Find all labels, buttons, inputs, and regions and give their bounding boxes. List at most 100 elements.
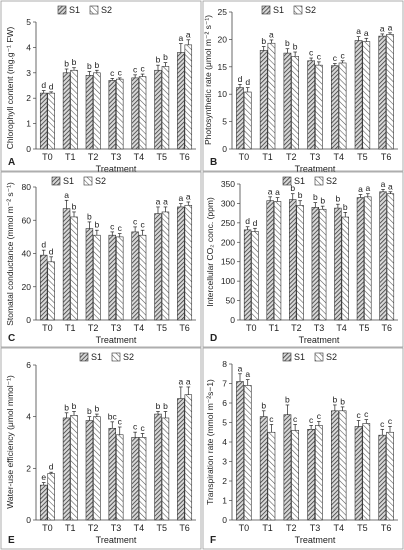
x-tick-label: T0: [42, 152, 53, 162]
legend-label-s2: S2: [326, 176, 337, 186]
bar-s1-t3: [307, 429, 316, 521]
bar-s2-t1: [70, 216, 78, 321]
bar-s1-t4: [330, 65, 339, 150]
bar-s2-t0: [47, 92, 55, 150]
x-tick-label: T6: [381, 152, 392, 162]
bar-s2-t5: [161, 417, 170, 521]
significance-letter: b: [336, 194, 341, 204]
x-tick-label: T6: [179, 323, 190, 333]
y-tick-label: 100: [221, 276, 235, 286]
bar-s2-t0: [243, 91, 252, 150]
bar-s2-t4: [338, 410, 347, 521]
y-tick-label: 1: [26, 119, 31, 129]
x-tick-label: T4: [333, 523, 344, 533]
significance-letter: d: [253, 218, 258, 228]
bar-s1-t4: [131, 77, 139, 150]
x-axis-title: Treatment: [295, 164, 336, 174]
y-axis-title: Intercellular CO₂ conc. (ppm): [205, 197, 215, 307]
bar-s2-t5: [362, 41, 371, 150]
x-axis-title: Treatment: [96, 164, 137, 174]
bar-s1-t0: [39, 92, 48, 150]
x-tick-label: T5: [156, 152, 167, 162]
significance-letter: a: [269, 29, 274, 39]
legend-label-s1: S1: [91, 352, 102, 362]
legend-swatch-s1: [282, 352, 292, 362]
significance-letter: d: [41, 80, 46, 90]
bar-s2-t5: [161, 211, 170, 321]
y-tick-label: 20: [218, 34, 228, 44]
legend-swatch-s2: [111, 352, 121, 362]
x-tick-label: T0: [246, 323, 257, 333]
x-tick-label: T6: [179, 523, 190, 533]
x-tick-label: T2: [286, 523, 297, 533]
y-tick-label: 0: [222, 515, 227, 525]
bar-s2-t3: [318, 208, 327, 321]
significance-letter: c: [140, 64, 145, 74]
panel-border: [202, 171, 404, 348]
significance-letter: a: [388, 181, 393, 191]
significance-letter: a: [268, 186, 273, 196]
significance-letter: b: [332, 394, 337, 404]
significance-letter: b: [163, 401, 168, 411]
legend-label-s2: S2: [123, 352, 134, 362]
x-axis-title: Treatment: [96, 335, 137, 345]
bar-s1-t2: [85, 228, 94, 321]
significance-letter: b: [298, 190, 303, 200]
significance-letter: a: [186, 29, 191, 39]
legend-swatch-s2: [314, 352, 324, 362]
legend-label-s2: S2: [95, 176, 106, 186]
x-tick-label: T3: [111, 523, 122, 533]
bar-s2-t6: [386, 193, 395, 321]
legend-swatch-s1: [51, 176, 61, 186]
x-tick-label: T5: [357, 523, 368, 533]
legend-swatch-s1: [79, 352, 89, 362]
y-tick-label: 80: [22, 182, 32, 192]
bar-s1-t1: [62, 72, 71, 150]
panel-border: [0, 347, 202, 550]
significance-letter: a: [358, 184, 363, 194]
y-tick-label: 150: [221, 257, 235, 267]
x-tick-label: T6: [179, 152, 190, 162]
bar-s1-t0: [39, 254, 48, 321]
legend-swatch-s2: [89, 5, 99, 15]
significance-letter: d: [245, 216, 250, 226]
significance-letter: a: [388, 22, 393, 32]
bar-s1-t3: [307, 60, 316, 150]
bar-s2-t2: [291, 56, 300, 150]
x-tick-label: T1: [65, 152, 76, 162]
bar-s2-t0: [243, 385, 252, 521]
bar-s1-t3: [108, 427, 117, 521]
x-tick-label: T4: [134, 523, 145, 533]
y-tick-label: 60: [22, 215, 32, 225]
significance-letter: b: [72, 401, 77, 411]
x-tick-label: T3: [310, 152, 321, 162]
bar-s2-t0: [47, 473, 55, 521]
x-tick-label: T4: [336, 323, 347, 333]
bar-s1-t1: [259, 416, 268, 521]
legend-swatch-s2: [314, 176, 324, 186]
significance-letter: b: [87, 406, 92, 416]
panel-letter: D: [210, 333, 217, 344]
legend-swatch-s1: [57, 5, 67, 15]
y-tick-label: 5: [26, 17, 31, 27]
significance-letter: a: [365, 183, 370, 193]
significance-letter: c: [317, 51, 322, 61]
y-axis-title: Stomatal conductance (mmol m⁻² s⁻¹): [5, 182, 15, 326]
bar-s2-t4: [138, 76, 147, 150]
x-tick-label: T2: [286, 152, 297, 162]
y-tick-label: 2: [222, 476, 227, 486]
y-tick-label: 3: [222, 457, 227, 467]
x-axis-title: Treatment: [295, 535, 336, 545]
significance-letter: d: [245, 77, 250, 87]
x-tick-label: T2: [88, 323, 99, 333]
bar-s2-t1: [70, 69, 78, 150]
panel-border: [202, 347, 404, 550]
bar-s1-t2: [85, 75, 94, 150]
significance-letter: b: [285, 38, 290, 48]
bar-s1-t5: [154, 69, 162, 150]
significance-letter: d: [41, 240, 46, 250]
